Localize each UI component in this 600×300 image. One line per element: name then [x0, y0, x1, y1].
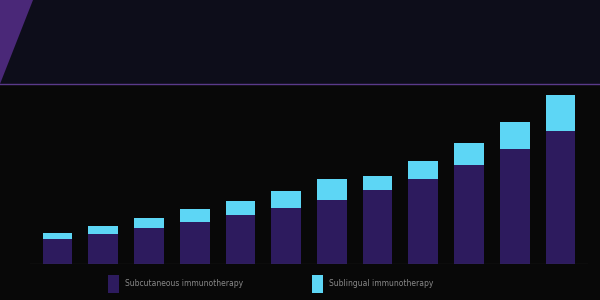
Text: 2016 - 2027 (USD Million): 2016 - 2027 (USD Million) [233, 61, 367, 71]
Bar [180, 222, 209, 264]
Bar [180, 209, 209, 222]
Bar [454, 142, 484, 165]
Bar [409, 160, 438, 178]
Bar [226, 215, 255, 264]
Bar [500, 122, 530, 149]
Bar [43, 232, 73, 239]
Bar [454, 165, 484, 264]
Bar [317, 179, 347, 200]
Bar [88, 234, 118, 264]
Bar [545, 131, 575, 264]
Text: Sublingual immunotherapy: Sublingual immunotherapy [329, 279, 433, 288]
Bar [43, 239, 73, 264]
Bar [134, 228, 164, 264]
Bar [271, 208, 301, 264]
Bar [317, 200, 347, 264]
Bar [134, 218, 164, 228]
Bar [271, 191, 301, 208]
Bar [88, 226, 118, 234]
Bar [363, 190, 392, 264]
Bar [500, 149, 530, 264]
Text: China allergy immunotherapy market size, by treatment type,: China allergy immunotherapy market size,… [137, 31, 463, 41]
Bar [545, 95, 575, 131]
Bar [409, 178, 438, 264]
Text: Subcutaneous immunotherapy: Subcutaneous immunotherapy [125, 279, 243, 288]
Bar [363, 176, 392, 190]
Bar [226, 201, 255, 215]
